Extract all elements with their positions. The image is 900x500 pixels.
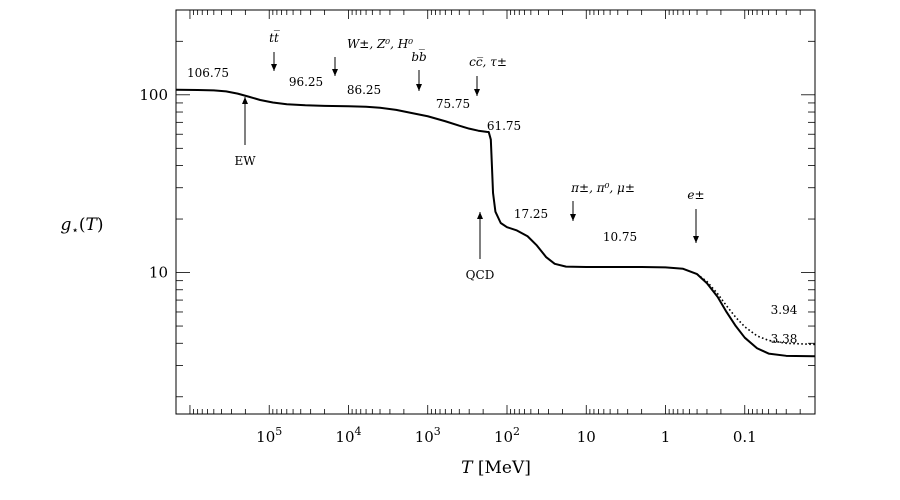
y-axis-label: g⋆(T) xyxy=(60,215,103,237)
value-label: 86.25 xyxy=(347,83,381,97)
x-tick-exp: 3 xyxy=(434,425,441,438)
x-tick-label: 0.1 xyxy=(733,428,757,446)
x-tick-base: 1 xyxy=(661,428,671,446)
annotation-qcd-label: QCD xyxy=(466,268,495,282)
x-tick-base: 10 xyxy=(335,428,354,446)
annotation-pi-arrow-head xyxy=(570,214,576,221)
y-tick-label: 10 xyxy=(149,264,168,282)
value-label: 10.75 xyxy=(603,230,637,244)
x-tick-label: 102 xyxy=(494,425,520,446)
x-tick-label: 103 xyxy=(415,425,441,446)
y-tick-label: 100 xyxy=(139,86,168,104)
curves xyxy=(175,88,816,358)
x-tick-base: 10 xyxy=(415,428,434,446)
y-label-close: ) xyxy=(97,215,104,235)
value-label: 75.75 xyxy=(436,97,470,111)
x-tick-labels: 105 104 103 102 10 1 0.1 xyxy=(256,425,757,446)
annotation-e-label: e± xyxy=(687,188,704,202)
value-label: 3.94 xyxy=(771,303,798,317)
value-label: 17.25 xyxy=(514,207,548,221)
x-tick-base: 10 xyxy=(494,428,513,446)
x-tick-label: 104 xyxy=(335,425,361,446)
x-tick-label: 10 xyxy=(577,428,596,446)
annotation-cc-label: cc̅, τ± xyxy=(469,55,507,69)
x-tick-base: 0.1 xyxy=(733,428,757,446)
annotation-wzh-arrow-head xyxy=(332,69,338,76)
y-tick-labels: 100 10 xyxy=(139,86,168,282)
x-tick-exp: 4 xyxy=(355,425,362,438)
annotation-qcd-arrow-head xyxy=(477,212,483,219)
x-tick-exp: 2 xyxy=(513,425,520,438)
y-label-paren: ( xyxy=(79,215,86,235)
value-labels: 106.75 96.25 86.25 75.75 61.75 17.25 10.75 3.94… xyxy=(187,66,798,346)
value-label: 96.25 xyxy=(289,75,323,89)
annotation-bb-arrow-head xyxy=(416,84,422,91)
value-label: 106.75 xyxy=(187,66,229,80)
x-tick-base: 10 xyxy=(256,428,275,446)
annotation-ew-arrow-head xyxy=(242,97,248,104)
solid-series-line xyxy=(175,88,816,358)
y-label-g: g xyxy=(60,215,71,235)
annotation-pi-label: π±, π⁰, μ± xyxy=(570,181,635,195)
x-tick-base: 10 xyxy=(577,428,596,446)
annotation-bb-label: bb̅ xyxy=(411,48,426,64)
annotation-tt-arrow-head xyxy=(271,64,277,71)
value-label: 3.38 xyxy=(771,332,798,346)
y-label-t: T xyxy=(86,215,99,235)
value-label: 61.75 xyxy=(487,119,521,133)
dotted-series-line xyxy=(696,273,816,346)
plot-frame xyxy=(175,9,816,415)
tick-marks xyxy=(176,9,815,414)
x-label-unit: [MeV] xyxy=(472,458,530,478)
x-tick-label: 105 xyxy=(256,425,282,446)
y-label-star: ⋆ xyxy=(71,223,79,237)
x-axis-label: T [MeV] xyxy=(461,458,531,478)
annotation-e-arrow-head xyxy=(693,236,699,243)
x-label-t: T xyxy=(461,458,474,478)
annotation-cc-arrow-head xyxy=(474,89,480,96)
annotation-wzh-label: W±, Z⁰, H⁰ xyxy=(347,37,413,51)
x-tick-label: 1 xyxy=(661,428,671,446)
annotation-ew-label: EW xyxy=(234,154,256,168)
x-tick-exp: 5 xyxy=(275,425,282,438)
annotation-tt-label: tt̅ xyxy=(269,29,280,45)
